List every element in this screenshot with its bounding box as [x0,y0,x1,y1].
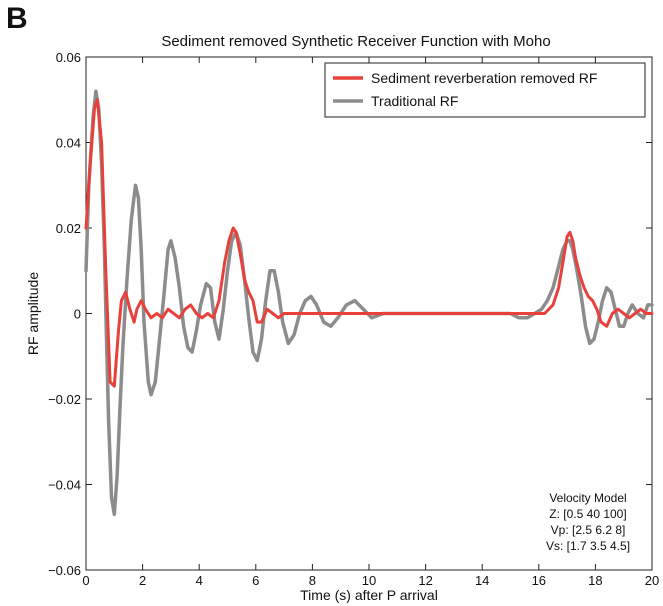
chart-title: Sediment removed Synthetic Receiver Func… [161,33,550,50]
y-tick-label: 0.06 [56,50,81,65]
series-lines [84,89,654,517]
annotation-line: Vs: [1.7 3.5 4.5] [546,539,630,553]
y-tick-label: −0.04 [48,478,81,493]
y-tick-label: −0.06 [48,563,81,578]
x-tick-label: 4 [196,573,203,588]
x-axis-label: Time (s) after P arrival [300,587,438,603]
velocity-model-annotation: Velocity Model Z: [0.5 40 100] Vp: [2.5 … [546,491,630,553]
x-tick-label: 12 [418,573,432,588]
series-line-sediment-removed [84,98,654,388]
annotation-line: Z: [0.5 40 100] [549,507,626,521]
legend-label-traditional: Traditional RF [371,93,458,109]
y-tick-label: 0 [74,307,81,322]
y-axis-label: RF amplitude [25,272,41,355]
x-tick-label: 6 [252,573,259,588]
legend: Sediment reverberation removed RF Tradit… [324,62,646,118]
y-tick-label: −0.02 [48,392,81,407]
series-line-traditional [84,89,654,517]
y-tick-label: 0.02 [56,221,81,236]
legend-label-sediment-removed: Sediment reverberation removed RF [371,70,597,86]
y-tick-label: 0.04 [56,136,81,151]
x-tick-label: 14 [475,573,489,588]
legend-box [324,62,646,118]
x-tick-label: 18 [588,573,602,588]
annotation-line: Vp: [2.5 6.2 8] [551,523,626,537]
x-tick-label: 0 [82,573,89,588]
annotation-line: Velocity Model [549,491,626,505]
x-tick-label: 20 [645,573,659,588]
panel-label: B [6,2,28,35]
x-tick-label: 16 [532,573,546,588]
x-tick-label: 10 [362,573,376,588]
x-tick-label: 8 [309,573,316,588]
axis-ticks: 0 2 4 6 8 10 12 14 16 18 20 −0.06 −0.04 −0.02 0 0.02 0.0… [48,50,659,588]
x-tick-label: 2 [139,573,146,588]
